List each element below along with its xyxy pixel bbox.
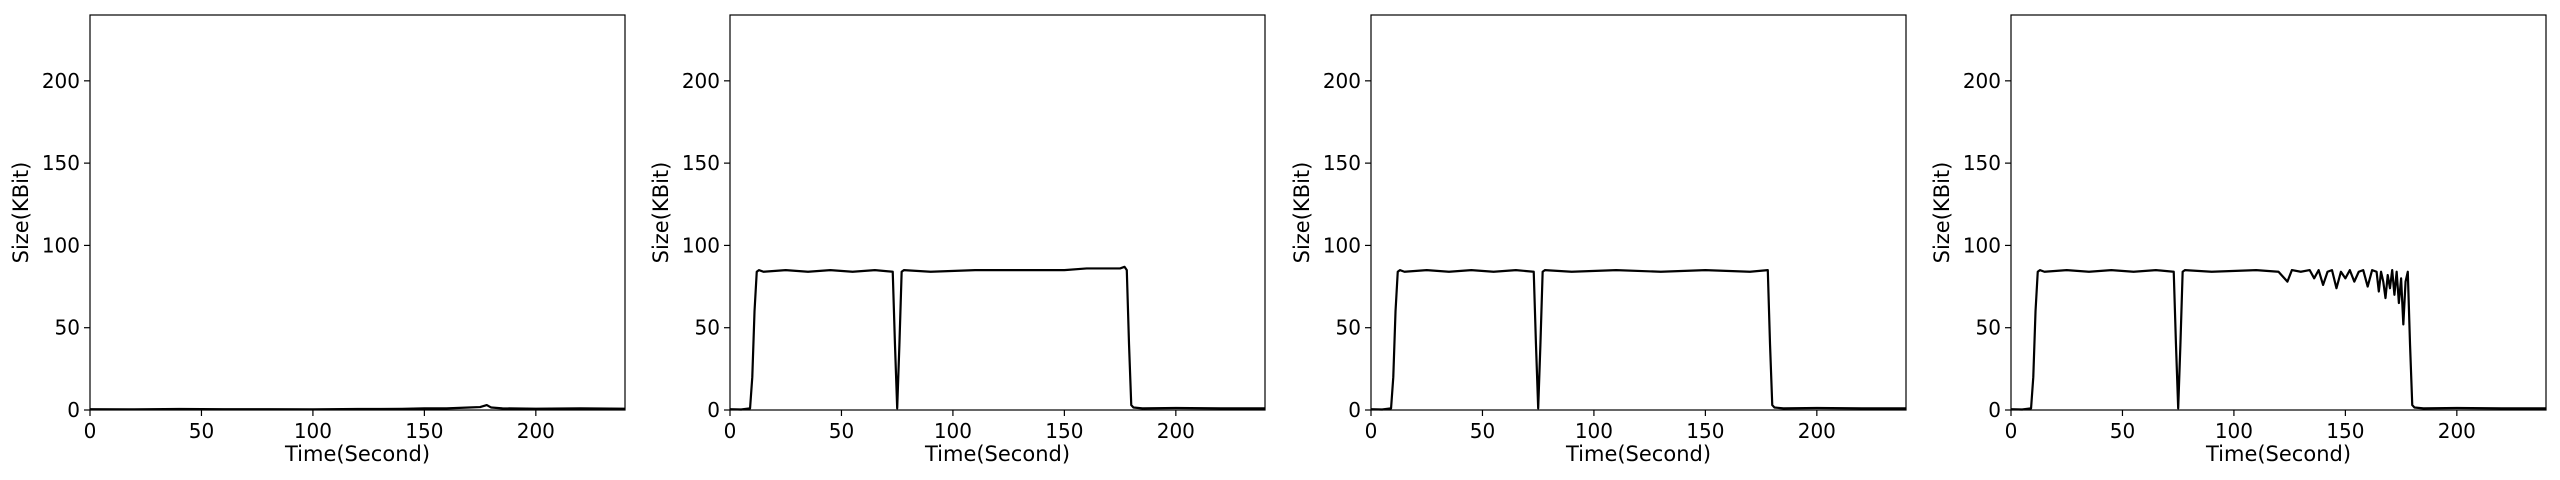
x-tick-label: 100 xyxy=(934,419,972,443)
plot-frame xyxy=(1370,14,1907,411)
chart-panel-4: 0 50 100 150 200 0 50 100 150 200 Time(Second) Size… xyxy=(1930,14,2547,466)
x-axis-label: Time(Second) xyxy=(1565,442,1711,466)
y-tick-label: 50 xyxy=(695,316,720,340)
x-tick-label: 150 xyxy=(405,419,443,443)
y-tick-label: 200 xyxy=(1963,69,2001,93)
y-tick-label: 50 xyxy=(1976,316,2001,340)
x-tick-label: 150 xyxy=(1686,419,1724,443)
chart-panel-1: 0 50 100 150 200 0 50 100 150 200 Time(Second) Size… xyxy=(9,14,626,466)
y-tick-label: 200 xyxy=(42,69,80,93)
x-tick-label: 0 xyxy=(2005,419,2018,443)
chart-panel-2: 0 50 100 150 200 0 50 100 150 200 Time(Second) Size… xyxy=(649,14,1266,466)
x-tick-label: 0 xyxy=(1365,419,1378,443)
y-tick-label: 150 xyxy=(1323,151,1361,175)
y-tick-label: 0 xyxy=(1988,398,2001,422)
y-tick-label: 150 xyxy=(1963,151,2001,175)
y-tick-label: 0 xyxy=(707,398,720,422)
x-tick-label: 50 xyxy=(189,419,214,443)
x-tick-label: 200 xyxy=(1157,419,1195,443)
x-tick-label: 150 xyxy=(1045,419,1083,443)
series-line-1 xyxy=(2010,269,2546,411)
x-tick-label: 0 xyxy=(724,419,737,443)
x-tick-label: 200 xyxy=(517,419,555,443)
x-tick-label: 200 xyxy=(2438,419,2476,443)
y-tick-label: 200 xyxy=(682,69,720,93)
y-tick-label: 50 xyxy=(55,316,80,340)
y-tick-label: 100 xyxy=(682,233,720,257)
y-tick-label: 150 xyxy=(42,151,80,175)
y-tick-label: 150 xyxy=(682,151,720,175)
y-tick-label: 100 xyxy=(1963,233,2001,257)
x-tick-label: 50 xyxy=(1470,419,1495,443)
x-axis-label: Time(Second) xyxy=(924,442,1070,466)
x-tick-label: 50 xyxy=(2110,419,2135,443)
y-axis-label: Size(KBit) xyxy=(1930,162,1954,264)
x-tick-label: 50 xyxy=(829,419,854,443)
x-tick-label: 150 xyxy=(2326,419,2364,443)
y-tick-label: 100 xyxy=(42,233,80,257)
series-line-1 xyxy=(89,403,626,411)
x-tick-label: 100 xyxy=(1575,419,1613,443)
chart-panel-3: 0 50 100 150 200 0 50 100 150 200 Time(Second) Size… xyxy=(1290,14,1907,466)
y-tick-label: 100 xyxy=(1323,233,1361,257)
y-axis-label: Size(KBit) xyxy=(649,162,673,264)
x-tick-label: 200 xyxy=(1798,419,1836,443)
plot-frame xyxy=(89,14,626,411)
y-tick-label: 0 xyxy=(67,398,80,422)
x-tick-label: 0 xyxy=(84,419,97,443)
plot-frame xyxy=(2010,14,2547,411)
x-axis-label: Time(Second) xyxy=(284,442,430,466)
y-axis-label: Size(KBit) xyxy=(1290,162,1314,264)
series-line-1 xyxy=(1370,269,1906,411)
y-axis-label: Size(KBit) xyxy=(9,162,33,264)
y-tick-label: 50 xyxy=(1336,316,1361,340)
x-tick-label: 100 xyxy=(294,419,332,443)
series-line-1 xyxy=(729,265,1265,411)
y-tick-label: 200 xyxy=(1323,69,1361,93)
y-tick-label: 0 xyxy=(1348,398,1361,422)
x-axis-label: Time(Second) xyxy=(2205,442,2351,466)
plot-frame xyxy=(729,14,1266,411)
x-tick-label: 100 xyxy=(2215,419,2253,443)
